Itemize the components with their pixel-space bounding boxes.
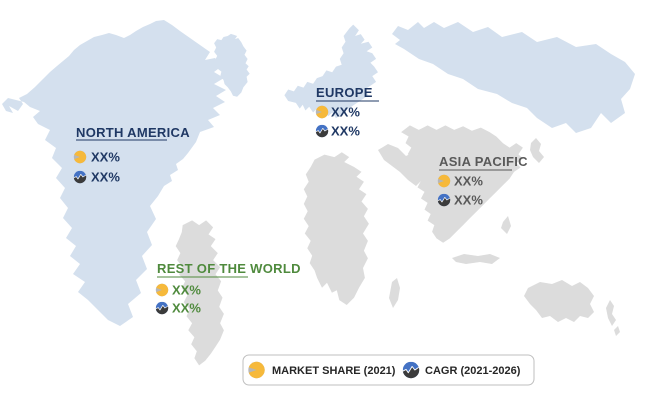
svg-text:XX%: XX% — [172, 301, 201, 316]
svg-text:ASIA PACIFIC: ASIA PACIFIC — [439, 154, 528, 169]
svg-text:XX%: XX% — [331, 124, 360, 139]
svg-text:EUROPE: EUROPE — [316, 85, 373, 100]
svg-text:XX%: XX% — [91, 150, 120, 165]
svg-text:XX%: XX% — [454, 193, 483, 208]
svg-text:REST OF THE WORLD: REST OF THE WORLD — [157, 261, 301, 276]
svg-text:XX%: XX% — [172, 283, 201, 298]
svg-text:XX%: XX% — [91, 170, 120, 185]
svg-text:MARKET SHARE (2021): MARKET SHARE (2021) — [272, 365, 396, 377]
svg-text:XX%: XX% — [454, 174, 483, 189]
svg-text:NORTH AMERICA: NORTH AMERICA — [76, 125, 190, 140]
svg-text:XX%: XX% — [331, 105, 360, 120]
svg-text:CAGR (2021-2026): CAGR (2021-2026) — [425, 365, 521, 377]
